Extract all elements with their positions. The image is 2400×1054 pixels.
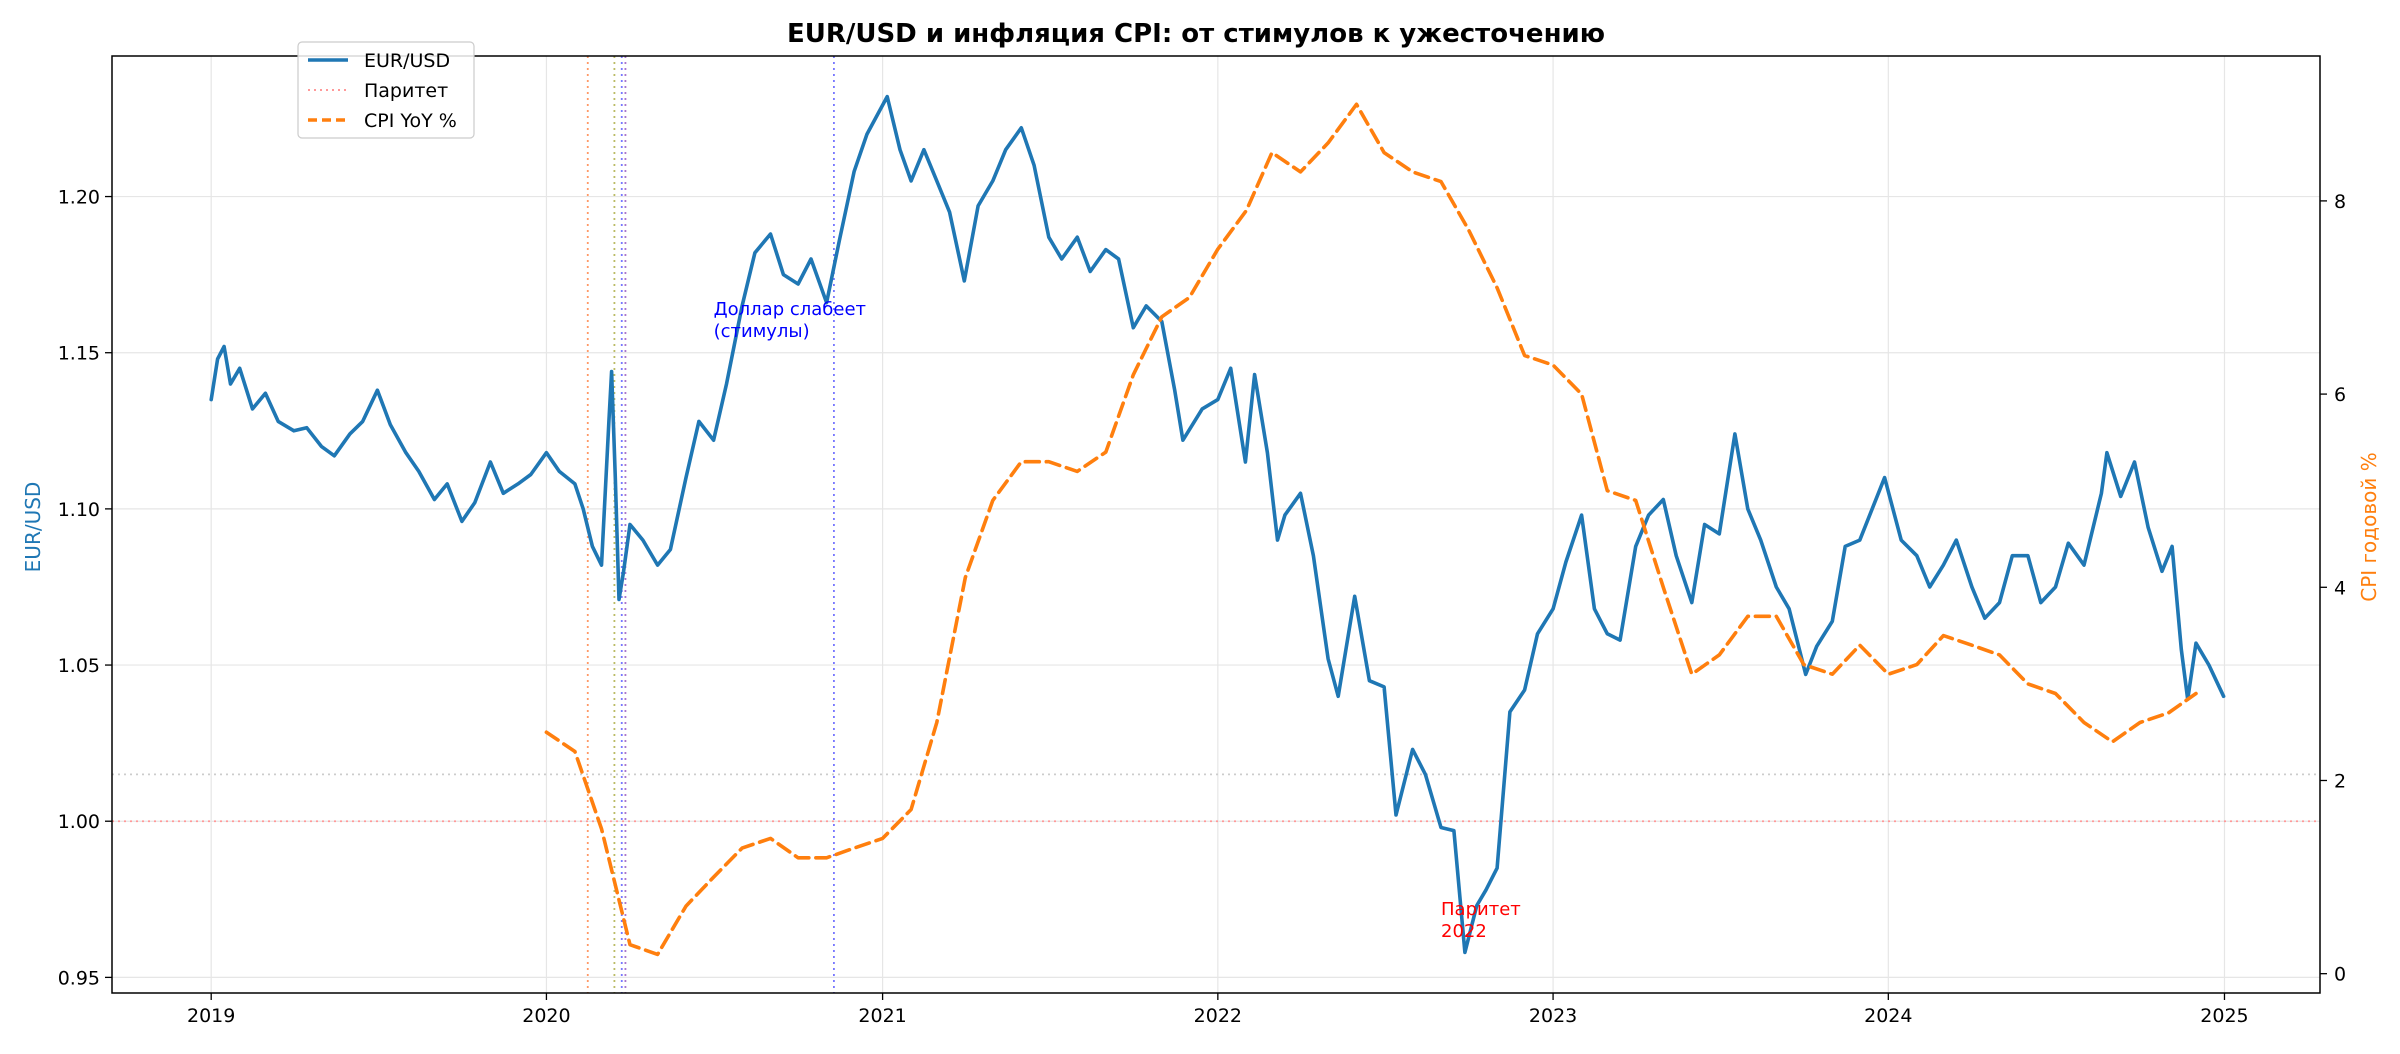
annotation-text: (стимулы): [714, 321, 810, 342]
legend-label: CPI YoY %: [364, 110, 457, 132]
legend-label: EUR/USD: [364, 50, 450, 72]
x-tick-label: 2021: [858, 1005, 906, 1027]
x-tick-label: 2025: [2200, 1005, 2248, 1027]
x-tick-label: 2019: [187, 1005, 235, 1027]
y-axis-right-label: CPI годовой %: [2357, 452, 2381, 601]
series-layer: [209, 94, 2226, 957]
y-left-tick-label: 1.10: [58, 499, 100, 521]
annotation-text: Паритет: [1441, 899, 1521, 920]
y-axis-left-label: EUR/USD: [21, 482, 45, 573]
legend-box: [297, 41, 475, 139]
y-left-tick-label: 1.05: [58, 655, 100, 677]
chart-title: EUR/USD и инфляция CPI: от стимулов к уж…: [787, 19, 1605, 49]
axes-layer: 2019 2020 2021 2022 2023 2024 2025 0.95 1.00 1.05…: [58, 55, 2346, 1027]
y-right-tick-label: 6: [2334, 384, 2346, 406]
y-right-tick-label: 2: [2334, 770, 2346, 792]
y-left-tick-label: 1.00: [58, 811, 100, 833]
y-left-tick-label: 1.20: [58, 187, 100, 209]
x-tick-label: 2023: [1529, 1005, 1577, 1027]
y-right-tick-label: 0: [2334, 964, 2346, 986]
legend-label: Паритет: [364, 80, 448, 102]
y-right-tick-label: 4: [2334, 577, 2346, 599]
grid-layer: [112, 56, 2320, 993]
x-tick-label: 2024: [1864, 1005, 1912, 1027]
series-line-eurusd: [209, 94, 2226, 955]
annotation-text: 2022: [1441, 921, 1487, 942]
y-right-tick-label: 8: [2334, 191, 2346, 213]
x-tick-label: 2022: [1194, 1005, 1242, 1027]
legend: EUR/USD Паритет CPI YoY %: [297, 41, 475, 139]
x-tick-label: 2020: [522, 1005, 570, 1027]
plot-frame: [111, 55, 2321, 994]
series-line-cpi: [544, 102, 2198, 957]
y-left-tick-label: 0.95: [58, 967, 100, 989]
y-left-tick-label: 1.15: [58, 343, 100, 365]
annotation-text: Доллар слабеет: [714, 299, 866, 320]
